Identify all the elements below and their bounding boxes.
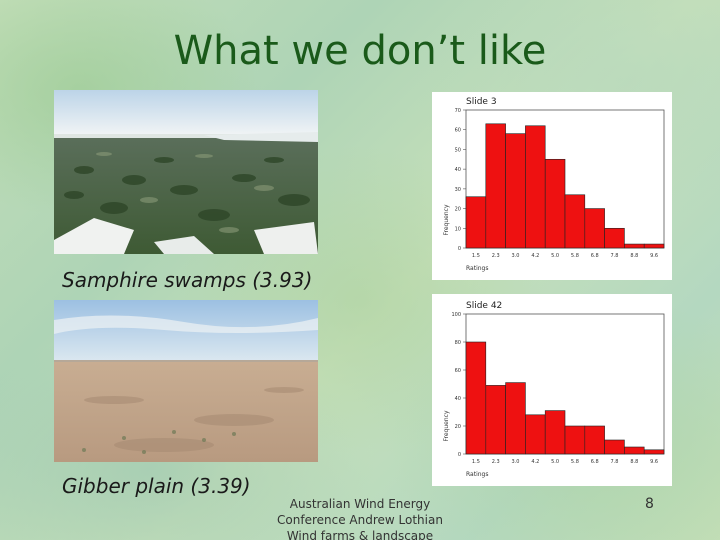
footer-line-3: Wind farms & landscape (286, 529, 434, 540)
bar (643, 449, 665, 455)
bar (584, 208, 605, 249)
y-tick-label: 0 (458, 452, 461, 458)
y-tick-label: 30 (455, 187, 461, 193)
y-axis-label: Frequency (443, 204, 450, 235)
histogram-slide-42-svg: Slide 42 0 20 40 60 80 100 1.5 2.3 3.0 4.2 5.0 5.8 6.… (443, 301, 665, 478)
y-tick-label: 100 (451, 312, 461, 318)
chart-title: Slide 3 (466, 97, 497, 107)
x-tick-label: 1.5 (472, 459, 480, 465)
caption-samphire-swamps: Samphire swamps (3.93) (62, 268, 313, 292)
y-tick-label: 40 (455, 167, 461, 173)
bar (624, 243, 645, 249)
y-tick-label: 80 (455, 340, 461, 346)
y-axis-label: Frequency (443, 410, 450, 441)
x-tick-label: 7.8 (611, 459, 619, 465)
y-tick-label: 70 (455, 108, 461, 114)
x-tick-label: 9.6 (650, 459, 658, 465)
x-tick-label: 3.0 (512, 459, 520, 465)
x-tick-label: 8.8 (630, 459, 638, 465)
bar (584, 425, 605, 455)
x-tick-label: 8.8 (630, 253, 638, 259)
x-tick-label: 5.0 (551, 253, 559, 259)
histogram-slide-3-svg: Slide 3 0 10 20 30 40 50 60 70 1.5 2.3 3.0 4.2 5.0 5.8… (443, 97, 665, 272)
x-axis-label: Ratings (466, 265, 488, 272)
bar (505, 382, 526, 455)
slide-title: What we don’t like (173, 28, 547, 74)
bar (624, 446, 645, 455)
gibber-plain-photo (54, 300, 318, 462)
bar (643, 243, 665, 249)
x-tick-label: 4.2 (531, 253, 539, 259)
x-tick-label: 6.8 (591, 459, 599, 465)
x-tick-label: 2.3 (492, 459, 500, 465)
bar (525, 414, 546, 455)
y-tick-label: 60 (455, 368, 461, 374)
bar (485, 385, 506, 455)
footer-line-2: Conference Andrew Lothian (277, 513, 443, 527)
bar (564, 425, 586, 455)
bar (564, 194, 586, 249)
chart-title: Slide 42 (466, 301, 502, 311)
footer-line-1: Australian Wind Energy (289, 497, 431, 511)
y-tick-label: 60 (455, 128, 461, 134)
x-tick-label: 5.8 (571, 459, 579, 465)
caption-gibber-plain: Gibber plain (3.39) (62, 474, 251, 498)
bar (604, 227, 625, 249)
bar (505, 133, 526, 249)
x-tick-label: 5.8 (571, 253, 579, 259)
x-tick-label: 4.2 (531, 459, 539, 465)
y-tick-label: 20 (455, 424, 461, 430)
x-axis-label: Ratings (466, 471, 488, 478)
y-tick-label: 20 (455, 207, 461, 213)
bar (544, 158, 566, 249)
histogram-slide-3: Slide 3 0 10 20 30 40 50 60 70 1.5 2.3 3.0 4.2 5.0 5.8… (432, 92, 672, 280)
footer-text: Australian Wind Energy Conference Andrew… (262, 496, 458, 540)
x-tick-label: 6.8 (591, 253, 599, 259)
y-tick-label: 0 (458, 246, 461, 252)
x-tick-label: 2.3 (492, 253, 500, 259)
bar (465, 196, 487, 249)
page-number: 8 (645, 496, 654, 512)
x-tick-label: 9.6 (650, 253, 658, 259)
bar (465, 341, 487, 455)
x-tick-label: 7.8 (611, 253, 619, 259)
samphire-swamp-photo (54, 90, 318, 254)
x-tick-label: 5.0 (551, 459, 559, 465)
y-tick-label: 50 (455, 147, 461, 153)
x-tick-label: 1.5 (472, 253, 480, 259)
histogram-slide-42: Slide 42 0 20 40 60 80 100 1.5 2.3 3.0 4.2 5.0 5.8 6.… (432, 294, 672, 486)
y-tick-label: 10 (455, 226, 461, 232)
x-tick-label: 3.0 (512, 253, 520, 259)
y-tick-label: 40 (455, 396, 461, 402)
bar (604, 439, 625, 455)
bar (544, 410, 566, 455)
bar (525, 125, 546, 249)
bar (485, 123, 506, 249)
